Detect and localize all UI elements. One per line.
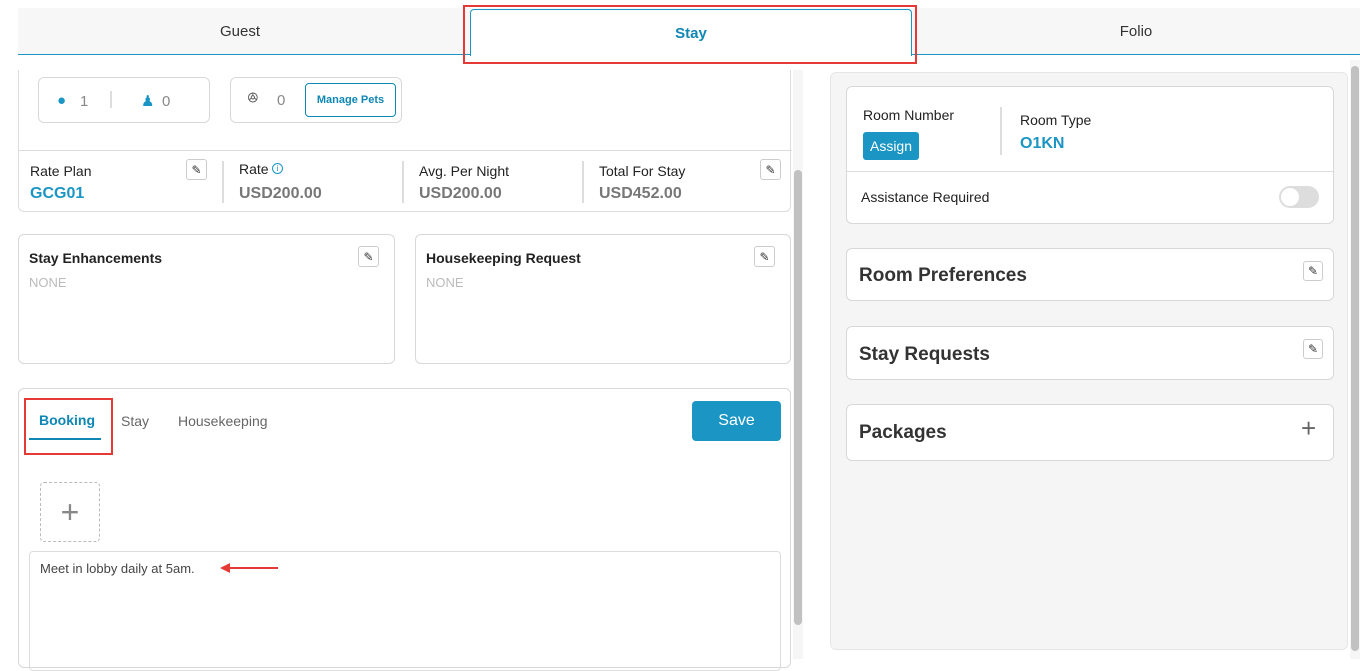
total-value: USD452.00: [599, 185, 682, 202]
note-textarea[interactable]: Meet in lobby daily at 5am.: [29, 551, 781, 671]
main-tabs: Guest Stay Folio: [18, 8, 1360, 56]
manage-pets-button[interactable]: Manage Pets: [305, 83, 396, 117]
room-card: Room Number Assign Room Type O1KN Assist…: [846, 86, 1334, 224]
notes-tab-housekeeping[interactable]: Housekeeping: [178, 413, 268, 429]
tab-stay[interactable]: Stay: [470, 9, 912, 56]
left-scrollbar[interactable]: [793, 70, 803, 659]
card-value: NONE: [29, 275, 67, 290]
card-title: Housekeeping Request: [426, 250, 581, 266]
notes-card: Booking Stay Housekeeping Save + Meet in…: [18, 388, 791, 671]
child-icon: ♟: [141, 93, 155, 110]
highlight-booking-tab: [24, 398, 113, 455]
assistance-toggle[interactable]: [1279, 186, 1319, 208]
child-count: 0: [162, 93, 171, 110]
adult-count: 1: [80, 93, 89, 110]
edit-housekeeping-icon[interactable]: ✎: [754, 246, 775, 267]
room-type-value: O1KN: [1020, 135, 1065, 152]
card-value: NONE: [426, 275, 464, 290]
notes-tab-stay[interactable]: Stay: [121, 413, 150, 429]
room-type-label: Room Type: [1020, 112, 1092, 128]
card-title: Stay Requests: [859, 344, 990, 365]
occupancy-rate-card: ● 1 ♟ 0 ꔮ 0 Manage Pets Rate Plan GCG01 …: [18, 70, 792, 212]
stay-enhancements-card: Stay Enhancements NONE ✎: [18, 234, 395, 364]
divider: [110, 91, 112, 108]
room-number-label: Room Number: [863, 107, 955, 123]
tab-guest[interactable]: Guest: [219, 23, 261, 40]
edit-enhancements-icon[interactable]: ✎: [358, 246, 379, 267]
avg-label: Avg. Per Night: [419, 163, 510, 179]
tab-folio[interactable]: Folio: [1119, 23, 1153, 40]
scroll-thumb[interactable]: [794, 170, 802, 625]
rate-value: USD200.00: [239, 185, 322, 202]
save-button[interactable]: Save: [692, 401, 781, 441]
notes-tab-booking[interactable]: Booking: [39, 412, 95, 428]
assign-button[interactable]: Assign: [863, 132, 919, 160]
stay-requests-card[interactable]: Stay Requests ✎: [846, 326, 1334, 380]
arrow-annotation-icon: [220, 563, 278, 573]
card-title: Stay Enhancements: [29, 250, 163, 266]
housekeeping-request-card: Housekeeping Request NONE ✎: [415, 234, 791, 364]
avg-value: USD200.00: [419, 185, 502, 202]
divider: [582, 161, 584, 203]
highlight-stay-tab: [463, 5, 917, 64]
divider: [1000, 107, 1002, 155]
add-package-icon[interactable]: +: [1301, 413, 1317, 443]
divider: [847, 171, 1333, 172]
rate-plan-value[interactable]: GCG01: [30, 185, 85, 202]
assistance-label: Assistance Required: [861, 189, 990, 205]
pet-count-value: 0: [277, 92, 286, 109]
rate-plan-label: Rate Plan: [30, 163, 92, 179]
total-label: Total For Stay: [599, 163, 686, 179]
edit-stay-requests-icon[interactable]: ✎: [1303, 339, 1323, 359]
edit-rate-plan-icon[interactable]: ✎: [186, 159, 207, 180]
add-attachment-button[interactable]: +: [40, 482, 100, 542]
paw-icon: ꔮ: [247, 90, 259, 107]
room-panel: Room Number Assign Room Type O1KN Assist…: [830, 72, 1348, 650]
divider: [19, 150, 792, 151]
divider: [222, 161, 224, 203]
divider: [402, 161, 404, 203]
adult-icon: ●: [57, 92, 67, 109]
edit-room-preferences-icon[interactable]: ✎: [1303, 261, 1323, 281]
guest-count: ● 1 ♟ 0: [38, 77, 210, 123]
edit-rates-icon[interactable]: ✎: [760, 159, 781, 180]
rate-label: Rate: [239, 161, 269, 177]
info-icon[interactable]: i: [272, 163, 283, 174]
card-title: Room Preferences: [859, 265, 1027, 286]
card-title: Packages: [859, 422, 947, 443]
right-scrollbar[interactable]: [1350, 60, 1360, 659]
active-tab-indicator: [29, 438, 101, 440]
packages-card[interactable]: Packages +: [846, 404, 1334, 461]
scroll-thumb[interactable]: [1351, 66, 1359, 651]
pet-count: ꔮ 0 Manage Pets: [230, 77, 402, 123]
note-text: Meet in lobby daily at 5am.: [40, 561, 195, 576]
room-preferences-card[interactable]: Room Preferences ✎: [846, 248, 1334, 301]
